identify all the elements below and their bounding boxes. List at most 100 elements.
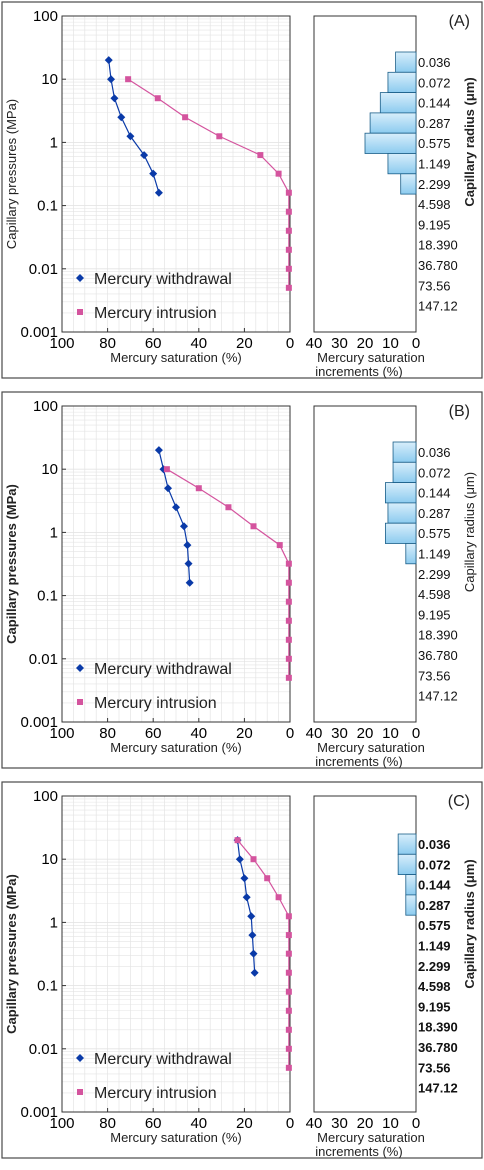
histogram-bar xyxy=(405,894,417,916)
panel-label: (C) xyxy=(448,793,470,810)
radius-class-label: 1.149 xyxy=(418,157,451,172)
hist-tick-label: 40 xyxy=(306,335,323,352)
data-point-square xyxy=(216,133,223,140)
data-point-square xyxy=(285,1064,292,1071)
legend-marker-diamond xyxy=(76,664,84,672)
x-tick-label: 60 xyxy=(145,1115,162,1132)
radius-class-label: 0.036 xyxy=(418,837,451,852)
data-point-square xyxy=(275,170,282,177)
radius-class-label: 0.287 xyxy=(418,116,451,131)
data-point-diamond xyxy=(183,541,192,550)
x-axis-label: Mercury saturation (%) xyxy=(110,1130,241,1145)
radius-class-label: 0.575 xyxy=(418,526,451,541)
radius-class-label: 2.299 xyxy=(418,177,451,192)
y-tick-label: 10 xyxy=(41,851,58,868)
series-withdrawal xyxy=(104,56,163,197)
hist-axis-label-line2: increments (%) xyxy=(315,364,402,379)
radius-axis-label: Capillary radius (μm) xyxy=(462,859,477,988)
radius-class-label: 4.598 xyxy=(418,587,451,602)
hist-axis-label-line2: increments (%) xyxy=(315,1144,402,1159)
data-point-square xyxy=(285,1007,292,1014)
data-point-diamond xyxy=(172,503,180,512)
y-tick-label: 10 xyxy=(41,71,58,88)
data-point-square xyxy=(225,504,232,511)
data-point-square xyxy=(182,114,189,121)
radius-class-label: 147.12 xyxy=(418,299,458,314)
data-point-square xyxy=(285,265,292,272)
hist-axis-label-line1: Mercury saturation xyxy=(317,740,425,755)
hist-axis-label: Mercury saturation increments (%) xyxy=(315,740,425,769)
series-intrusion xyxy=(125,76,292,291)
legend: Mercury withdrawal Mercury intrusion xyxy=(76,661,232,712)
data-point-square xyxy=(285,988,292,995)
y-tick-label: 0.001 xyxy=(20,324,58,341)
radius-class-label: 0.072 xyxy=(418,75,451,90)
histogram-bar xyxy=(387,71,417,94)
x-tick-label: 80 xyxy=(99,335,116,352)
x-tick-label: 40 xyxy=(190,725,207,742)
radius-class-label: 18.390 xyxy=(418,628,458,643)
data-point-diamond xyxy=(247,912,256,921)
radius-class-label: 0.144 xyxy=(418,878,451,893)
hist-axis-label: Mercury saturation increments (%) xyxy=(315,1130,425,1159)
data-point-square xyxy=(154,95,161,102)
data-point-diamond xyxy=(240,874,249,883)
radius-class-label: 73.56 xyxy=(418,668,451,683)
radius-class-label: 147.12 xyxy=(418,689,458,704)
radius-class-label: 36.780 xyxy=(418,1040,458,1055)
y-axis-label: Capillary pressures (MPa) xyxy=(4,484,19,644)
x-tick-label: 0 xyxy=(286,1115,294,1132)
radius-class-label: 1.149 xyxy=(418,939,451,954)
x-tick-label: 40 xyxy=(190,335,207,352)
hist-tick-label: 10 xyxy=(382,335,399,352)
y-tick-label: 0.1 xyxy=(37,588,58,605)
data-point-square xyxy=(285,560,292,567)
radius-class-label: 36.780 xyxy=(418,258,458,273)
radius-class-label: 0.036 xyxy=(418,445,451,460)
y-tick-label: 0.01 xyxy=(29,651,58,668)
data-point-square xyxy=(285,674,292,681)
legend-marker-diamond xyxy=(76,274,84,282)
x-tick-label: 20 xyxy=(236,1115,253,1132)
legend-label: Mercury withdrawal xyxy=(94,271,232,288)
legend-marker-square xyxy=(77,309,83,315)
data-point-diamond xyxy=(117,113,126,122)
data-point-diamond xyxy=(184,559,193,568)
histogram-bar xyxy=(395,51,417,73)
hist-axis-label-line1: Mercury saturation xyxy=(317,1130,425,1145)
y-tick-label: 0.1 xyxy=(37,978,58,995)
hist-tick-label: 0 xyxy=(412,1115,420,1132)
legend-label: Mercury intrusion xyxy=(94,1085,217,1102)
histogram-bar xyxy=(369,112,417,134)
radius-class-label: 9.195 xyxy=(418,607,451,622)
y-tick-label: 1 xyxy=(50,524,58,541)
radius-class-label: 0.287 xyxy=(418,506,451,521)
main-gridlines xyxy=(61,406,291,723)
data-point-square xyxy=(285,227,292,234)
legend-label: Mercury intrusion xyxy=(94,695,217,712)
radius-class-label: 18.390 xyxy=(418,1020,458,1035)
histogram-bar xyxy=(384,482,417,504)
data-point-diamond xyxy=(126,132,135,141)
radius-class-label: 0.072 xyxy=(418,857,451,872)
hist-tick-label: 30 xyxy=(331,1115,348,1132)
y-tick-label: 1 xyxy=(50,134,58,151)
y-axis-label: Capillary pressures (MPa) xyxy=(4,99,19,249)
hist-axis-label-line1: Mercury saturation xyxy=(317,350,425,365)
histogram-bar xyxy=(387,153,417,175)
hist-tick-label: 30 xyxy=(331,335,348,352)
data-point-diamond xyxy=(107,75,116,84)
series-intrusion xyxy=(163,466,292,681)
data-point-square xyxy=(264,875,271,882)
y-tick-label: 100 xyxy=(33,788,58,805)
legend-label: Mercury withdrawal xyxy=(94,1051,232,1068)
data-point-square xyxy=(125,76,132,83)
x-axis-label: Mercury saturation (%) xyxy=(110,350,241,365)
data-point-square xyxy=(285,284,292,291)
data-point-diamond xyxy=(149,169,158,178)
legend-marker-diamond xyxy=(76,1054,84,1062)
radius-class-label: 9.195 xyxy=(418,999,451,1014)
hist-tick-label: 20 xyxy=(357,1115,374,1132)
